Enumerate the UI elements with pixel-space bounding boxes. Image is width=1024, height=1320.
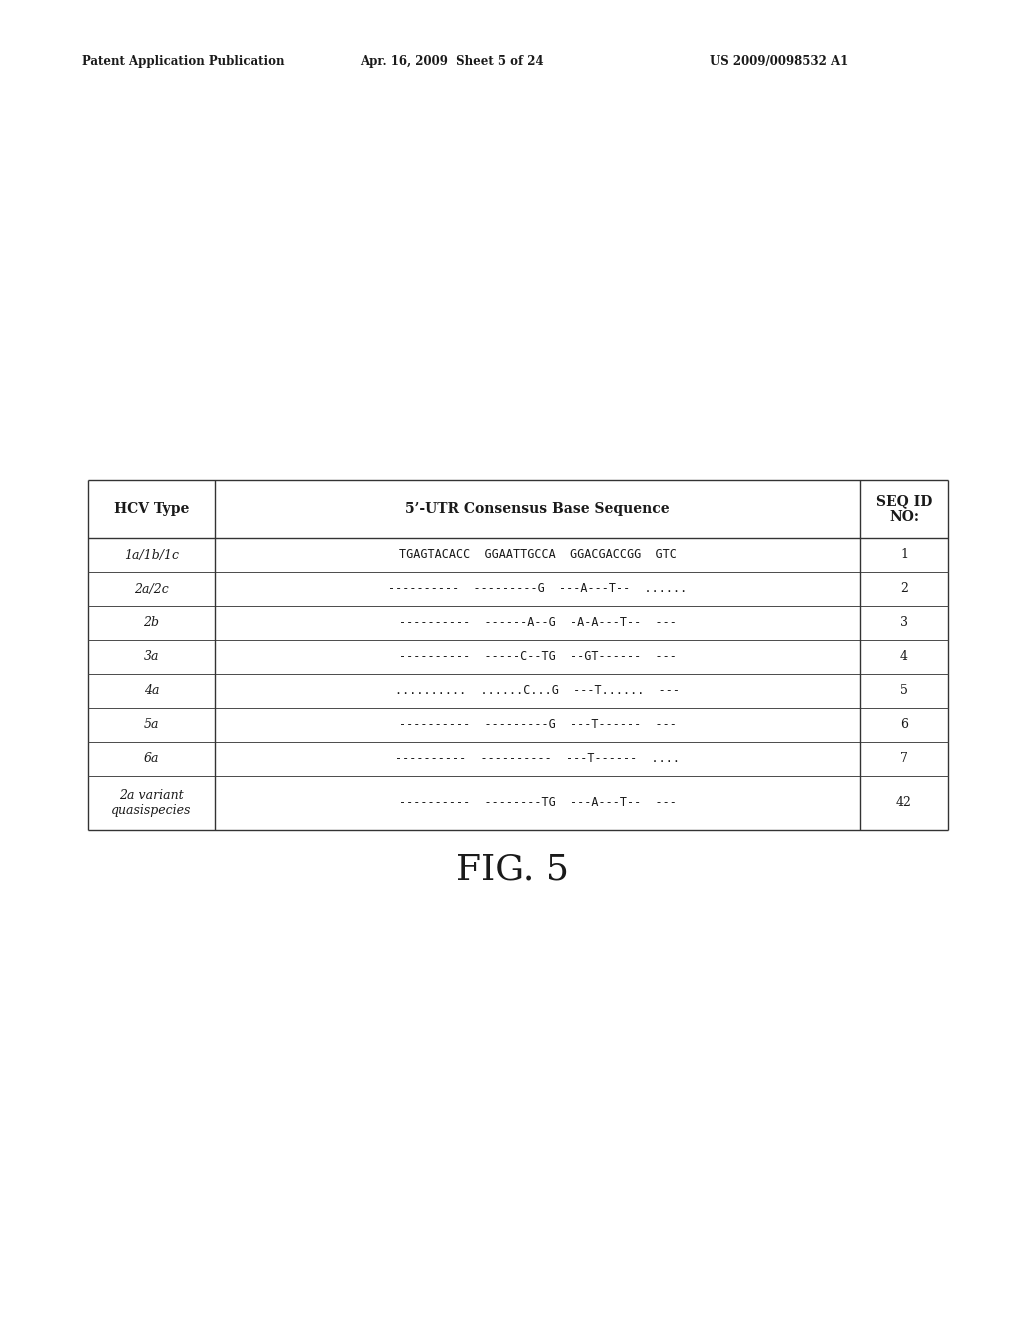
Text: TGAGTACACC  GGAATTGCCA  GGACGACCGG  GTC: TGAGTACACC GGAATTGCCA GGACGACCGG GTC (398, 549, 677, 561)
Text: 2: 2 (900, 582, 908, 595)
Text: 42: 42 (896, 796, 912, 809)
Text: 4: 4 (900, 651, 908, 664)
Text: 3: 3 (900, 616, 908, 630)
Text: 2a variant
quasispecies: 2a variant quasispecies (112, 789, 191, 817)
Text: Apr. 16, 2009  Sheet 5 of 24: Apr. 16, 2009 Sheet 5 of 24 (360, 55, 544, 69)
Text: 6: 6 (900, 718, 908, 731)
Text: 2b: 2b (143, 616, 160, 630)
Text: ----------  -----C--TG  --GT------  ---: ---------- -----C--TG --GT------ --- (398, 651, 677, 664)
Text: ----------  ------A--G  -A-A---T--  ---: ---------- ------A--G -A-A---T-- --- (398, 616, 677, 630)
Text: 2a/2c: 2a/2c (134, 582, 169, 595)
Text: FIG. 5: FIG. 5 (456, 853, 568, 887)
Text: 1a/1b/1c: 1a/1b/1c (124, 549, 179, 561)
Text: ----------  ---------G  ---A---T--  ......: ---------- ---------G ---A---T-- ...... (388, 582, 687, 595)
Text: 6a: 6a (143, 752, 160, 766)
Text: ----------  ---------G  ---T------  ---: ---------- ---------G ---T------ --- (398, 718, 677, 731)
Text: 3a: 3a (143, 651, 160, 664)
Text: ..........  ......C...G  ---T......  ---: .......... ......C...G ---T...... --- (395, 685, 680, 697)
Text: US 2009/0098532 A1: US 2009/0098532 A1 (710, 55, 848, 69)
Text: 4a: 4a (143, 685, 160, 697)
Text: ----------  --------TG  ---A---T--  ---: ---------- --------TG ---A---T-- --- (398, 796, 677, 809)
Text: 5: 5 (900, 685, 908, 697)
Text: 1: 1 (900, 549, 908, 561)
Text: 5’-UTR Consensus Base Sequence: 5’-UTR Consensus Base Sequence (406, 502, 670, 516)
Text: Patent Application Publication: Patent Application Publication (82, 55, 285, 69)
Text: 5a: 5a (143, 718, 160, 731)
Text: 7: 7 (900, 752, 908, 766)
Text: ----------  ----------  ---T------  ....: ---------- ---------- ---T------ .... (395, 752, 680, 766)
Text: HCV Type: HCV Type (114, 502, 189, 516)
Text: SEQ ID
NO:: SEQ ID NO: (876, 494, 932, 524)
